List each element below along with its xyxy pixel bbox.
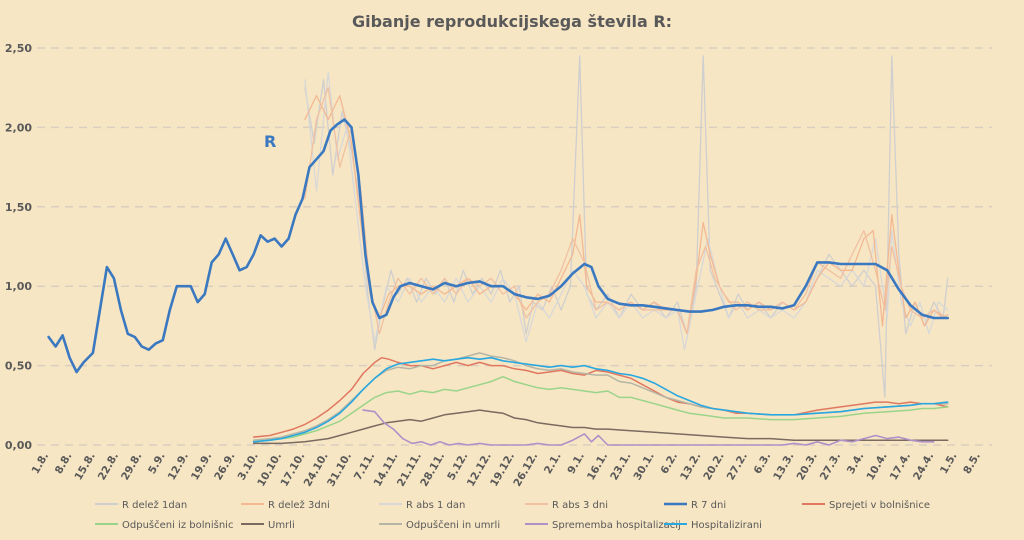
x-tick-label: 20.2. <box>701 451 726 483</box>
legend-label: R 7 dni <box>691 500 726 511</box>
legend-label: Sprememba hospitalizacij <box>552 520 681 531</box>
legend-item: R abs 1 dan <box>379 500 465 511</box>
r-annotation: R <box>264 132 276 151</box>
legend-item: Sprememba hospitalizacij <box>525 520 681 531</box>
y-tick-label: 2,50 <box>5 42 32 55</box>
y-tick-label: 1,50 <box>5 201 32 214</box>
x-tick-label: 16.1. <box>585 451 610 483</box>
x-tick-label: 5.9. <box>146 451 168 477</box>
x-tick-label: 23.1. <box>608 451 633 483</box>
series-layer <box>47 55 949 446</box>
x-tick-label: 24.4. <box>911 451 936 483</box>
y-tick-label: 1,00 <box>5 280 32 293</box>
x-tick-label: 13.3. <box>771 451 796 483</box>
x-tick-label: 2.1. <box>542 451 564 477</box>
x-tick-label: 30.1. <box>632 451 657 483</box>
x-tick-label: 9.1. <box>565 451 587 477</box>
legend: R delež 1dan R delež 3dni R abs 1 dan R abs… <box>95 499 930 531</box>
x-tick-label: 15.8. <box>72 451 97 483</box>
x-tick-label: 10.4. <box>864 451 889 483</box>
x-axis-ticks: 1.8. 8.8.15.8.22.8.29.8. 5.9.12.9.19.9.26.… <box>30 450 983 488</box>
y-tick-label: 0,00 <box>5 439 32 452</box>
legend-item: Odpuščeni iz bolnišnic <box>95 519 233 531</box>
series-line <box>304 87 949 335</box>
x-tick-label: 26.9. <box>212 451 237 483</box>
legend-item: R delež 1dan <box>95 499 187 511</box>
series-line <box>304 94 949 335</box>
x-tick-label: 19.9. <box>189 451 214 483</box>
x-tick-label: 8.8. <box>53 451 75 477</box>
x-tick-label: 13.2. <box>678 451 703 483</box>
legend-item: Odpuščeni in umrli <box>379 519 500 531</box>
y-tick-label: 0,50 <box>5 360 32 373</box>
gridlines <box>37 47 992 446</box>
legend-label: R abs 1 dan <box>406 500 465 511</box>
legend-label: Odpuščeni iz bolnišnic <box>122 519 233 531</box>
x-tick-label: 22.8. <box>96 451 121 483</box>
series-line <box>304 71 949 351</box>
x-tick-label: 17.4. <box>888 451 913 483</box>
legend-label: R delež 1dan <box>122 499 187 511</box>
series-line <box>252 375 949 443</box>
x-tick-label: 6.3. <box>752 451 774 477</box>
series-line <box>252 356 949 443</box>
x-tick-label: 27.2. <box>725 451 750 483</box>
x-tick-label: 12.9. <box>166 451 191 483</box>
series-line <box>47 118 949 374</box>
series-line <box>362 409 935 446</box>
legend-item: Sprejeti v bolnišnice <box>802 499 930 511</box>
series-line <box>304 55 949 399</box>
x-tick-label: 1.8. <box>30 451 52 477</box>
y-tick-label: 2,00 <box>5 121 32 134</box>
legend-label: Odpuščeni in umrli <box>406 519 500 531</box>
x-tick-label: 29.8. <box>119 451 144 483</box>
y-axis-ticks: 0,00 0,50 1,00 1,50 2,00 2,50 <box>5 42 32 452</box>
x-tick-label: 20.3. <box>795 451 820 483</box>
legend-item: Hospitalizirani <box>664 520 762 531</box>
x-tick-label: 1.5. <box>938 451 960 477</box>
legend-label: R delež 3dni <box>268 499 330 511</box>
x-tick-label: 3.4. <box>845 451 867 477</box>
legend-label: Sprejeti v bolnišnice <box>829 499 930 511</box>
legend-label: R abs 3 dni <box>552 500 608 511</box>
series-line <box>252 409 949 445</box>
series-line <box>252 356 949 438</box>
x-tick-label: 8.5. <box>961 451 983 477</box>
x-tick-label: 6.2. <box>658 451 680 477</box>
legend-label: Umrli <box>268 520 295 531</box>
x-tick-label: 27.3. <box>818 451 843 483</box>
legend-item: R abs 3 dni <box>525 500 608 511</box>
legend-label: Hospitalizirani <box>691 520 762 531</box>
chart-title: Gibanje reprodukcijskega števila R: <box>352 12 672 31</box>
legend-item: R delež 3dni <box>241 499 330 511</box>
legend-item: Umrli <box>241 520 295 531</box>
legend-item: R 7 dni <box>664 500 726 511</box>
